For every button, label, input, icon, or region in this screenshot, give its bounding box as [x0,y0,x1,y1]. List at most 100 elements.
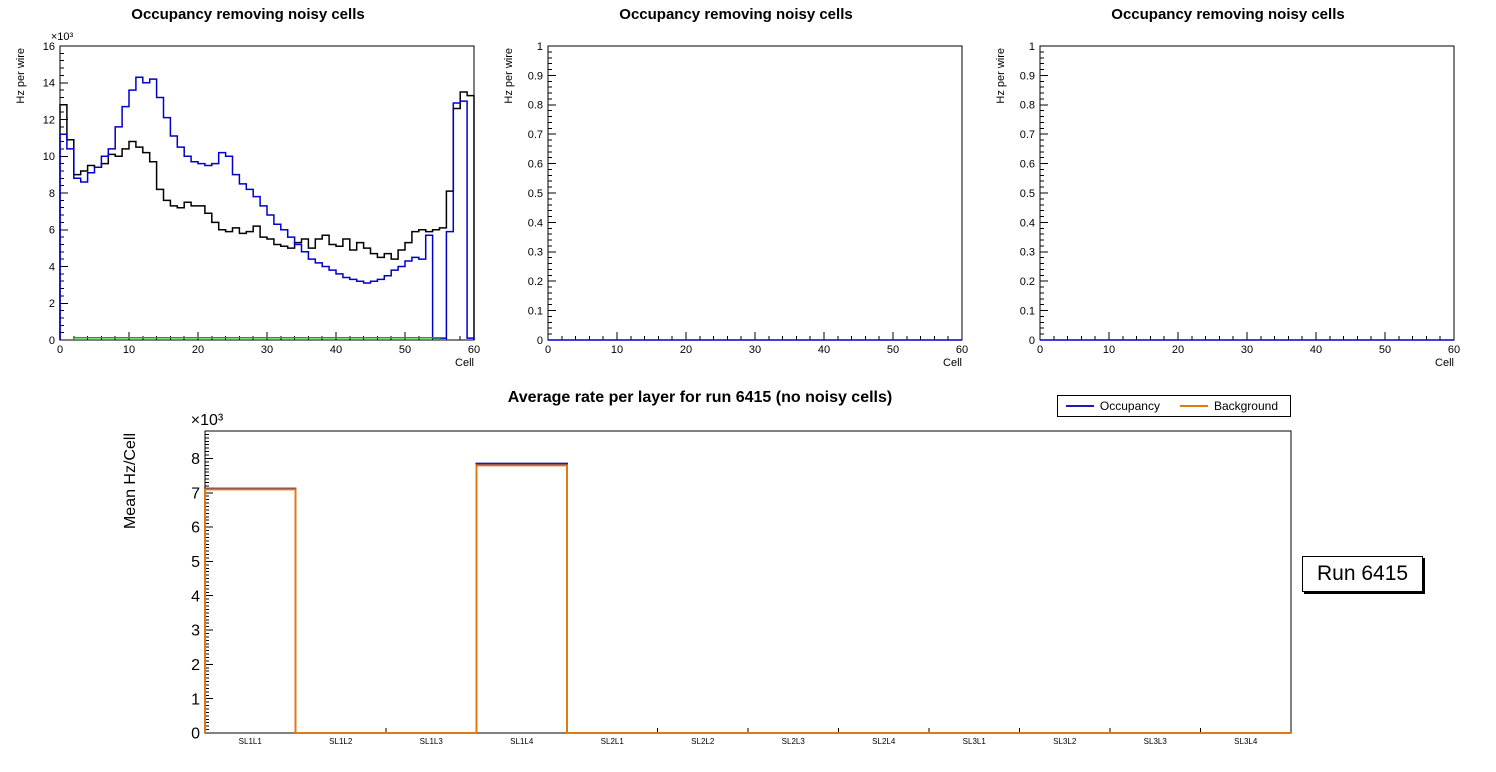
svg-text:0.1: 0.1 [528,305,543,317]
svg-text:SL2L1: SL2L1 [601,737,625,746]
svg-text:4: 4 [49,261,55,273]
svg-text:50: 50 [399,344,411,356]
run-number-box: Run 6415 [1302,556,1424,592]
svg-text:50: 50 [1379,344,1391,356]
svg-text:20: 20 [1172,344,1184,356]
svg-text:6: 6 [191,520,200,537]
svg-text:40: 40 [818,344,830,356]
occupancy-panel-2: Occupancy removing noisy cells 0 0.1 0.2 0.… [496,2,976,376]
svg-text:0.2: 0.2 [528,276,543,288]
svg-text:12: 12 [43,114,55,126]
svg-text:×10³: ×10³ [51,31,74,43]
svg-text:60: 60 [956,344,968,356]
svg-text:SL3L3: SL3L3 [1144,737,1168,746]
svg-text:60: 60 [468,344,480,356]
occupancy-histogram-1: 0 2 4 6 8 10 12 14 16 0 10 20 30 40 50 60 Hz per wire Cel… [15,31,480,369]
svg-text:0.9: 0.9 [528,70,543,82]
occupancy-line-swatch [1065,405,1094,407]
occupancy-histogram-3: 00.10.20.30.40.50.60.70.80.910 10 20 30 40 50… [995,41,1460,369]
svg-text:40: 40 [330,344,342,356]
svg-text:0: 0 [1037,344,1043,356]
svg-text:×10³: ×10³ [191,412,224,429]
svg-text:60: 60 [1448,344,1460,356]
svg-text:SL1L4: SL1L4 [510,737,534,746]
svg-text:0: 0 [49,335,55,347]
svg-text:0: 0 [57,344,63,356]
chart-title-3: Occupancy removing noisy cells [1111,6,1345,23]
svg-text:Hz per wire: Hz per wire [995,48,1007,104]
svg-text:0.8: 0.8 [1020,100,1035,112]
svg-text:Cell: Cell [455,357,474,369]
svg-text:50: 50 [887,344,899,356]
svg-text:SL2L2: SL2L2 [691,737,715,746]
svg-text:0.3: 0.3 [1020,247,1035,259]
svg-text:SL1L1: SL1L1 [239,737,263,746]
svg-text:10: 10 [611,344,623,356]
svg-text:SL2L4: SL2L4 [872,737,896,746]
svg-text:1: 1 [191,691,200,708]
svg-text:30: 30 [261,344,273,356]
svg-text:SL2L3: SL2L3 [782,737,806,746]
svg-text:7: 7 [191,485,200,502]
svg-text:0: 0 [191,726,200,743]
svg-text:0.5: 0.5 [528,188,543,200]
svg-text:0.7: 0.7 [528,129,543,141]
svg-text:20: 20 [192,344,204,356]
svg-text:20: 20 [680,344,692,356]
svg-text:0: 0 [537,335,543,347]
svg-text:0.6: 0.6 [528,158,543,170]
occupancy-panel-1: Occupancy removing noisy cells 0 2 4 6 8 10 12… [8,2,488,376]
svg-text:0.4: 0.4 [1020,217,1035,229]
svg-text:SL3L1: SL3L1 [963,737,987,746]
svg-text:Hz per wire: Hz per wire [503,48,515,104]
svg-text:0.6: 0.6 [1020,158,1035,170]
svg-text:0.1: 0.1 [1020,305,1035,317]
chart-title-2: Occupancy removing noisy cells [619,6,853,23]
svg-text:1: 1 [1029,41,1035,53]
occupancy-panel-3: Occupancy removing noisy cells 0 0.1 0.2 0.… [988,2,1468,376]
svg-text:5: 5 [191,554,200,571]
svg-text:1: 1 [537,41,543,53]
svg-text:0.4: 0.4 [528,217,543,229]
svg-text:Cell: Cell [943,357,962,369]
svg-text:10: 10 [43,151,55,163]
svg-text:SL3L2: SL3L2 [1053,737,1077,746]
svg-text:0.3: 0.3 [528,247,543,259]
svg-text:SL1L3: SL1L3 [420,737,444,746]
average-rate-panel: Average rate per layer for run 6415 (no … [105,385,1295,767]
svg-text:8: 8 [49,188,55,200]
svg-text:4: 4 [191,588,200,605]
svg-text:0.2: 0.2 [1020,276,1035,288]
svg-text:2: 2 [49,298,55,310]
svg-text:3: 3 [191,623,200,640]
svg-text:Cell: Cell [1435,357,1454,369]
svg-text:SL3L4: SL3L4 [1234,737,1258,746]
svg-text:30: 30 [1241,344,1253,356]
legend-item-occupancy: Occupancy [1058,396,1172,416]
svg-text:0.9: 0.9 [1020,70,1035,82]
average-rate-histogram: 0 1 2 3 4 5 6 7 8 SL1L1 SL1L2 SL1L3 SL1L4 SL2L1 SL2L2 S… [122,412,1292,746]
svg-text:0.8: 0.8 [528,100,543,112]
occupancy-histogram-2: 00.10.20.30.40.50.60.70.80.910 10 20 30 40 50… [503,41,968,369]
legend-item-background: Background [1172,396,1290,416]
legend-label-background: Background [1213,399,1278,413]
legend: Occupancy Background [1056,395,1291,417]
svg-text:10: 10 [1103,344,1115,356]
svg-text:0.7: 0.7 [1020,129,1035,141]
chart-title-1: Occupancy removing noisy cells [131,6,365,23]
svg-text:SL1L2: SL1L2 [329,737,353,746]
chart-title-average-rate: Average rate per layer for run 6415 (no … [507,389,893,406]
svg-text:2: 2 [191,657,200,674]
svg-text:0: 0 [545,344,551,356]
svg-text:Mean Hz/Cell: Mean Hz/Cell [122,433,139,529]
svg-text:14: 14 [43,78,55,90]
svg-text:6: 6 [49,225,55,237]
svg-text:40: 40 [1310,344,1322,356]
svg-text:0.5: 0.5 [1020,188,1035,200]
svg-text:16: 16 [43,41,55,53]
svg-text:8: 8 [191,451,200,468]
svg-text:10: 10 [123,344,135,356]
svg-text:Hz per wire: Hz per wire [15,48,27,104]
legend-label-occupancy: Occupancy [1099,399,1160,413]
